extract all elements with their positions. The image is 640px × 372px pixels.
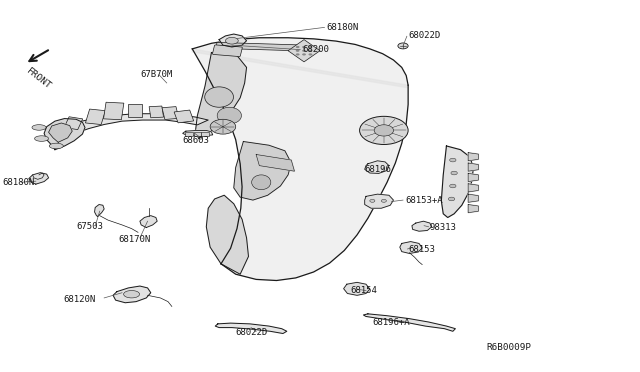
Polygon shape bbox=[468, 163, 478, 171]
Polygon shape bbox=[442, 146, 473, 218]
Circle shape bbox=[449, 197, 455, 201]
Bar bbox=[104, 102, 124, 120]
Circle shape bbox=[450, 184, 456, 188]
Text: 68180N: 68180N bbox=[326, 23, 358, 32]
Text: 68200: 68200 bbox=[302, 45, 329, 54]
Circle shape bbox=[398, 43, 408, 49]
Text: 68154: 68154 bbox=[351, 286, 378, 295]
Bar bbox=[185, 132, 193, 137]
Circle shape bbox=[210, 119, 236, 134]
Text: 68022D: 68022D bbox=[236, 328, 268, 337]
Circle shape bbox=[451, 171, 458, 175]
Text: FRONT: FRONT bbox=[25, 67, 53, 92]
Polygon shape bbox=[400, 241, 422, 253]
Text: R6B0009P: R6B0009P bbox=[486, 343, 531, 352]
Ellipse shape bbox=[49, 143, 63, 149]
Text: 68196+A: 68196+A bbox=[372, 318, 410, 327]
Polygon shape bbox=[206, 195, 248, 274]
Text: 68022D: 68022D bbox=[408, 31, 440, 40]
Circle shape bbox=[296, 53, 300, 55]
Text: 67B70M: 67B70M bbox=[140, 70, 172, 79]
Text: 68153: 68153 bbox=[408, 245, 435, 254]
Polygon shape bbox=[364, 314, 456, 331]
Circle shape bbox=[296, 49, 300, 52]
Ellipse shape bbox=[35, 136, 49, 141]
Polygon shape bbox=[468, 153, 478, 161]
Bar bbox=[162, 107, 179, 119]
Bar bbox=[174, 110, 194, 123]
Circle shape bbox=[302, 49, 306, 52]
Polygon shape bbox=[468, 194, 478, 202]
Bar bbox=[149, 106, 163, 118]
Text: 68170N: 68170N bbox=[119, 235, 151, 244]
Bar bbox=[85, 109, 106, 125]
Polygon shape bbox=[29, 173, 49, 184]
Bar bbox=[193, 132, 201, 137]
Ellipse shape bbox=[205, 87, 234, 107]
Polygon shape bbox=[44, 119, 85, 150]
Ellipse shape bbox=[252, 175, 271, 190]
Circle shape bbox=[381, 199, 387, 202]
Text: 68603: 68603 bbox=[182, 136, 209, 145]
Polygon shape bbox=[215, 323, 287, 334]
Polygon shape bbox=[195, 52, 246, 138]
Text: 68120N: 68120N bbox=[63, 295, 95, 304]
Polygon shape bbox=[468, 173, 478, 182]
Polygon shape bbox=[182, 131, 212, 136]
Circle shape bbox=[296, 46, 300, 48]
Ellipse shape bbox=[124, 291, 140, 298]
Polygon shape bbox=[365, 161, 389, 173]
Circle shape bbox=[302, 53, 306, 55]
Circle shape bbox=[370, 199, 375, 202]
Polygon shape bbox=[365, 194, 394, 208]
Bar bbox=[201, 132, 209, 137]
Polygon shape bbox=[192, 38, 408, 280]
Polygon shape bbox=[219, 34, 246, 47]
Text: 68196: 68196 bbox=[365, 165, 392, 174]
Polygon shape bbox=[140, 216, 157, 228]
Circle shape bbox=[308, 53, 312, 55]
Text: 68180N: 68180N bbox=[2, 178, 34, 187]
Text: 68153+A: 68153+A bbox=[405, 196, 443, 205]
Polygon shape bbox=[256, 154, 294, 171]
Polygon shape bbox=[55, 114, 208, 143]
Polygon shape bbox=[49, 123, 72, 142]
Circle shape bbox=[360, 116, 408, 144]
Circle shape bbox=[302, 46, 306, 48]
Text: 67503: 67503 bbox=[76, 222, 103, 231]
Bar bbox=[64, 117, 83, 129]
Polygon shape bbox=[95, 205, 104, 217]
Polygon shape bbox=[192, 49, 408, 88]
FancyBboxPatch shape bbox=[216, 42, 302, 51]
Circle shape bbox=[308, 49, 312, 52]
Bar bbox=[128, 104, 142, 117]
Polygon shape bbox=[468, 184, 478, 192]
Text: 98313: 98313 bbox=[430, 223, 457, 232]
Circle shape bbox=[374, 125, 394, 136]
Polygon shape bbox=[234, 141, 291, 200]
FancyBboxPatch shape bbox=[212, 45, 243, 57]
Ellipse shape bbox=[217, 107, 241, 124]
Polygon shape bbox=[113, 286, 151, 303]
Circle shape bbox=[450, 158, 456, 162]
Ellipse shape bbox=[225, 37, 238, 44]
Polygon shape bbox=[288, 39, 320, 62]
Polygon shape bbox=[344, 282, 370, 295]
Ellipse shape bbox=[32, 125, 46, 130]
Circle shape bbox=[308, 46, 312, 48]
Polygon shape bbox=[412, 221, 432, 231]
Polygon shape bbox=[468, 205, 478, 213]
